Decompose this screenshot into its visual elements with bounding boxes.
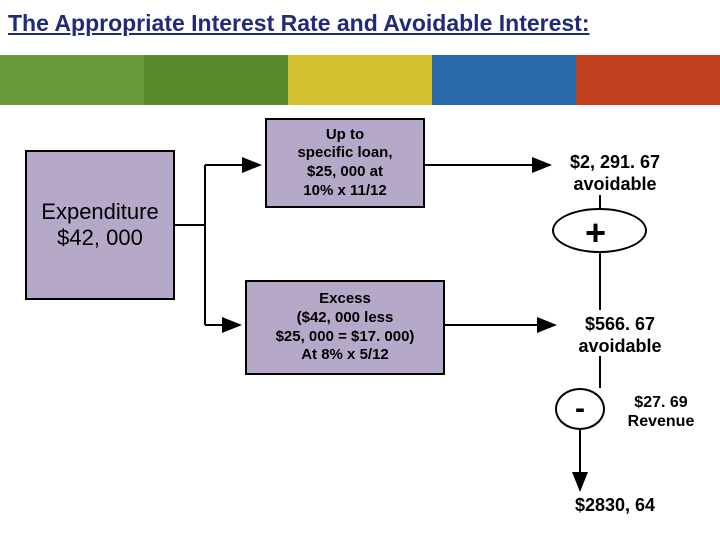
expenditure-box: Expenditure $42, 000 xyxy=(25,150,175,300)
final-value: $2830, 64 xyxy=(555,495,675,516)
specific-loan-l4: 10% x 11/12 xyxy=(303,182,386,201)
specific-loan-l3: $25, 000 at xyxy=(307,163,383,182)
photo-strip xyxy=(0,55,720,105)
excess-l3: $25, 000 = $17. 000) xyxy=(276,328,415,347)
photo-2 xyxy=(144,55,288,105)
photo-3 xyxy=(288,55,432,105)
revenue-l2: Revenue xyxy=(616,412,706,431)
revenue-l1: $27. 69 xyxy=(616,393,706,412)
excess-box: Excess ($42, 000 less $25, 000 = $17. 00… xyxy=(245,280,445,375)
specific-loan-l2: specific loan, xyxy=(297,144,392,163)
avoidable-mid-l1: $566. 67 xyxy=(560,314,680,336)
minus-ellipse: - xyxy=(555,388,605,430)
excess-l4: At 8% x 5/12 xyxy=(301,346,389,365)
avoidable-mid: $566. 67 avoidable xyxy=(560,314,680,357)
expenditure-line2: $42, 000 xyxy=(57,225,143,251)
avoidable-top: $2, 291. 67 avoidable xyxy=(555,152,675,195)
excess-l1: Excess xyxy=(319,290,371,309)
revenue-label: $27. 69 Revenue xyxy=(616,393,706,431)
avoidable-top-l1: $2, 291. 67 xyxy=(555,152,675,174)
plus-ellipse xyxy=(552,208,647,253)
specific-loan-l1: Up to xyxy=(326,126,364,145)
slide-title: The Appropriate Interest Rate and Avoida… xyxy=(8,10,590,37)
avoidable-mid-l2: avoidable xyxy=(560,336,680,358)
minus-symbol: - xyxy=(575,392,585,426)
excess-l2: ($42, 000 less xyxy=(297,309,394,328)
expenditure-line1: Expenditure xyxy=(41,199,158,225)
avoidable-top-l2: avoidable xyxy=(555,174,675,196)
photo-5 xyxy=(576,55,720,105)
specific-loan-box: Up to specific loan, $25, 000 at 10% x 1… xyxy=(265,118,425,208)
photo-1 xyxy=(0,55,144,105)
photo-4 xyxy=(432,55,576,105)
